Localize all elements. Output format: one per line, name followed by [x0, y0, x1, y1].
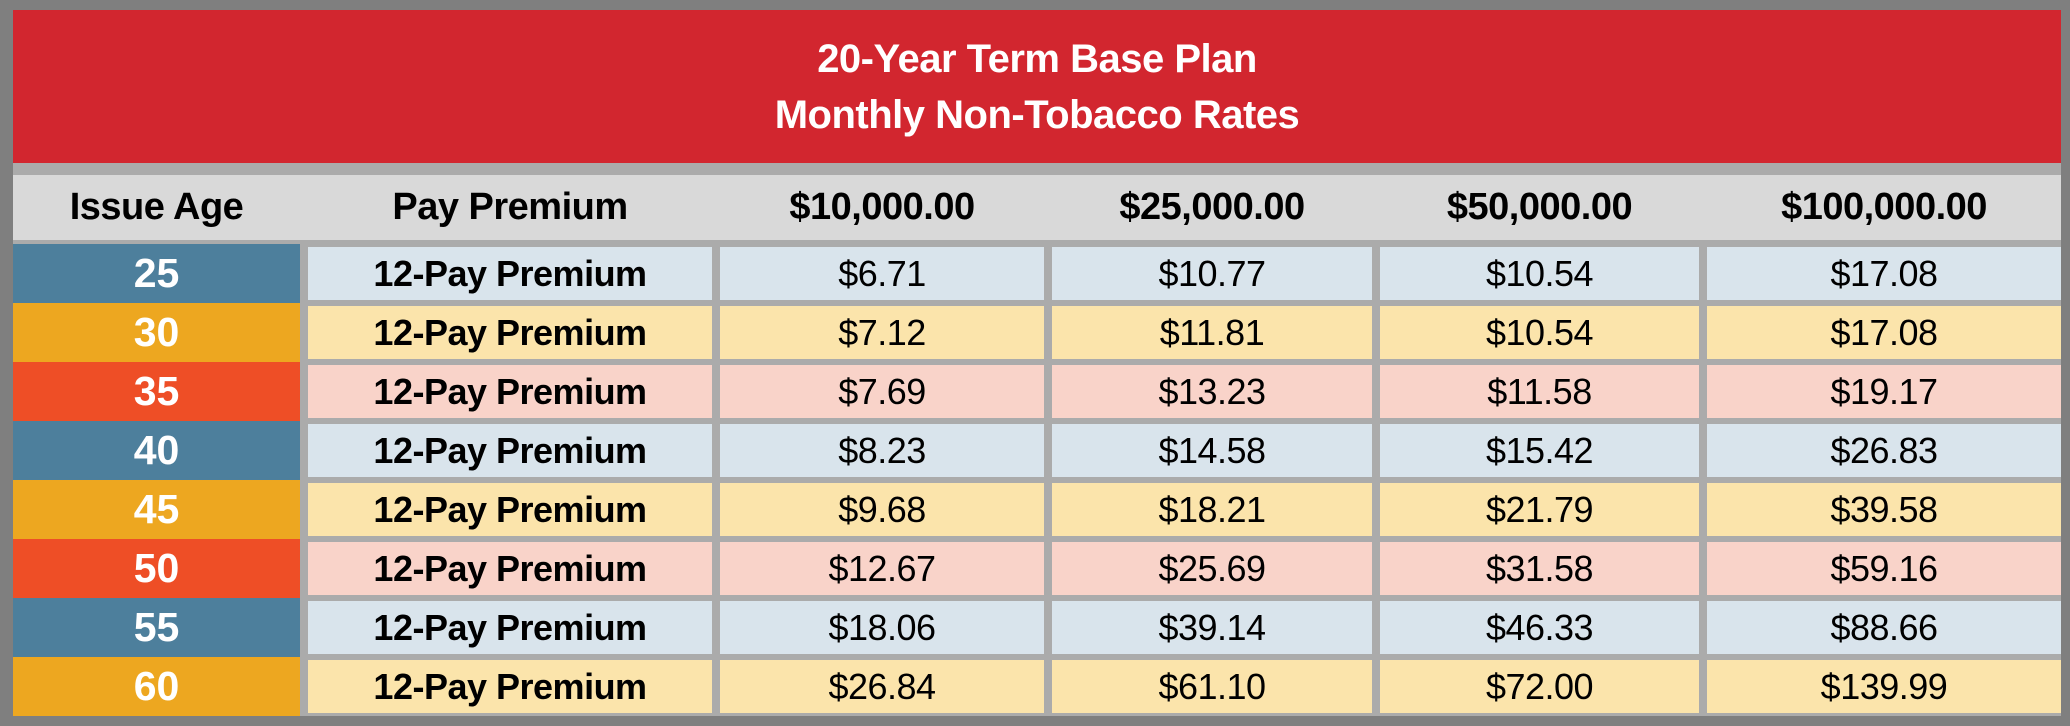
rate-value-cell: $8.23 — [720, 424, 1044, 477]
pay-premium-label-cell: 12-Pay Premium — [308, 601, 712, 654]
table-title-line1: 20-Year Term Base Plan — [817, 36, 1257, 81]
table-title-banner: 20-Year Term Base Plan Monthly Non-Tobac… — [13, 10, 2061, 163]
rate-value-cell: $10.77 — [1052, 247, 1372, 300]
rate-value-cell: $14.58 — [1052, 424, 1372, 477]
rate-value-cell: $19.17 — [1707, 365, 2061, 418]
column-header-pay-premium: Pay Premium — [392, 186, 628, 228]
column-header-50000: $50,000.00 — [1446, 186, 1633, 228]
rate-value-cell: $11.81 — [1052, 306, 1372, 359]
rate-value-cell: $18.06 — [720, 601, 1044, 654]
rate-value-cell: $10.54 — [1380, 306, 1699, 359]
issue-age-cell-25: 25 — [13, 244, 300, 303]
pay-premium-label-cell: 12-Pay Premium — [308, 247, 712, 300]
pay-premium-label-cell: 12-Pay Premium — [308, 306, 712, 359]
column-header-issue-age: Issue Age — [69, 186, 244, 228]
pay-premium-label-cell: 12-Pay Premium — [308, 542, 712, 595]
rate-value-cell: $10.54 — [1380, 247, 1699, 300]
rate-table: 20-Year Term Base Plan Monthly Non-Tobac… — [13, 10, 2061, 716]
issue-age-cell-35: 35 — [13, 362, 300, 421]
issue-age-cell-45: 45 — [13, 480, 300, 539]
rate-value-cell: $15.42 — [1380, 424, 1699, 477]
pay-premium-label-cell: 12-Pay Premium — [308, 424, 712, 477]
rate-value-cell: $31.58 — [1380, 542, 1699, 595]
column-header-25000: $25,000.00 — [1119, 186, 1305, 228]
rate-value-cell: $46.33 — [1380, 601, 1699, 654]
rate-value-cell: $88.66 — [1707, 601, 2061, 654]
table-title-line2: Monthly Non-Tobacco Rates — [774, 92, 1300, 137]
rate-value-cell: $26.84 — [720, 660, 1044, 713]
rate-value-cell: $26.83 — [1707, 424, 2061, 477]
rate-value-cell: $39.58 — [1707, 483, 2061, 536]
rate-value-cell: $13.23 — [1052, 365, 1372, 418]
issue-age-cell-50: 50 — [13, 539, 300, 598]
issue-age-cell-60: 60 — [13, 657, 300, 716]
column-header-10000: $10,000.00 — [789, 186, 975, 228]
rate-value-cell: $61.10 — [1052, 660, 1372, 713]
pay-premium-label-cell: 12-Pay Premium — [308, 660, 712, 713]
rate-value-cell: $21.79 — [1380, 483, 1699, 536]
rate-value-cell: $72.00 — [1380, 660, 1699, 713]
rate-value-cell: $59.16 — [1707, 542, 2061, 595]
rate-value-cell: $6.71 — [720, 247, 1044, 300]
rate-value-cell: $17.08 — [1707, 306, 2061, 359]
rate-value-cell: $11.58 — [1380, 365, 1699, 418]
issue-age-cell-55: 55 — [13, 598, 300, 657]
pay-premium-label-cell: 12-Pay Premium — [308, 365, 712, 418]
rate-rows-grid: 25 12-Pay Premium $6.71 $10.77 $10.54 $17.08 3… — [13, 244, 2061, 716]
column-header-row: Issue Age Pay Premium $10,000.00 $25,000… — [13, 175, 2061, 240]
rate-value-cell: $25.69 — [1052, 542, 1372, 595]
rate-value-cell: $7.69 — [720, 365, 1044, 418]
rate-value-cell: $7.12 — [720, 306, 1044, 359]
column-header-100000: $100,000.00 — [1781, 186, 1987, 228]
rate-value-cell: $9.68 — [720, 483, 1044, 536]
rate-value-cell: $17.08 — [1707, 247, 2061, 300]
pay-premium-label-cell: 12-Pay Premium — [308, 483, 712, 536]
issue-age-cell-30: 30 — [13, 303, 300, 362]
rate-value-cell: $39.14 — [1052, 601, 1372, 654]
rate-value-cell: $12.67 — [720, 542, 1044, 595]
rate-value-cell: $18.21 — [1052, 483, 1372, 536]
issue-age-cell-40: 40 — [13, 421, 300, 480]
rate-value-cell: $139.99 — [1707, 660, 2061, 713]
